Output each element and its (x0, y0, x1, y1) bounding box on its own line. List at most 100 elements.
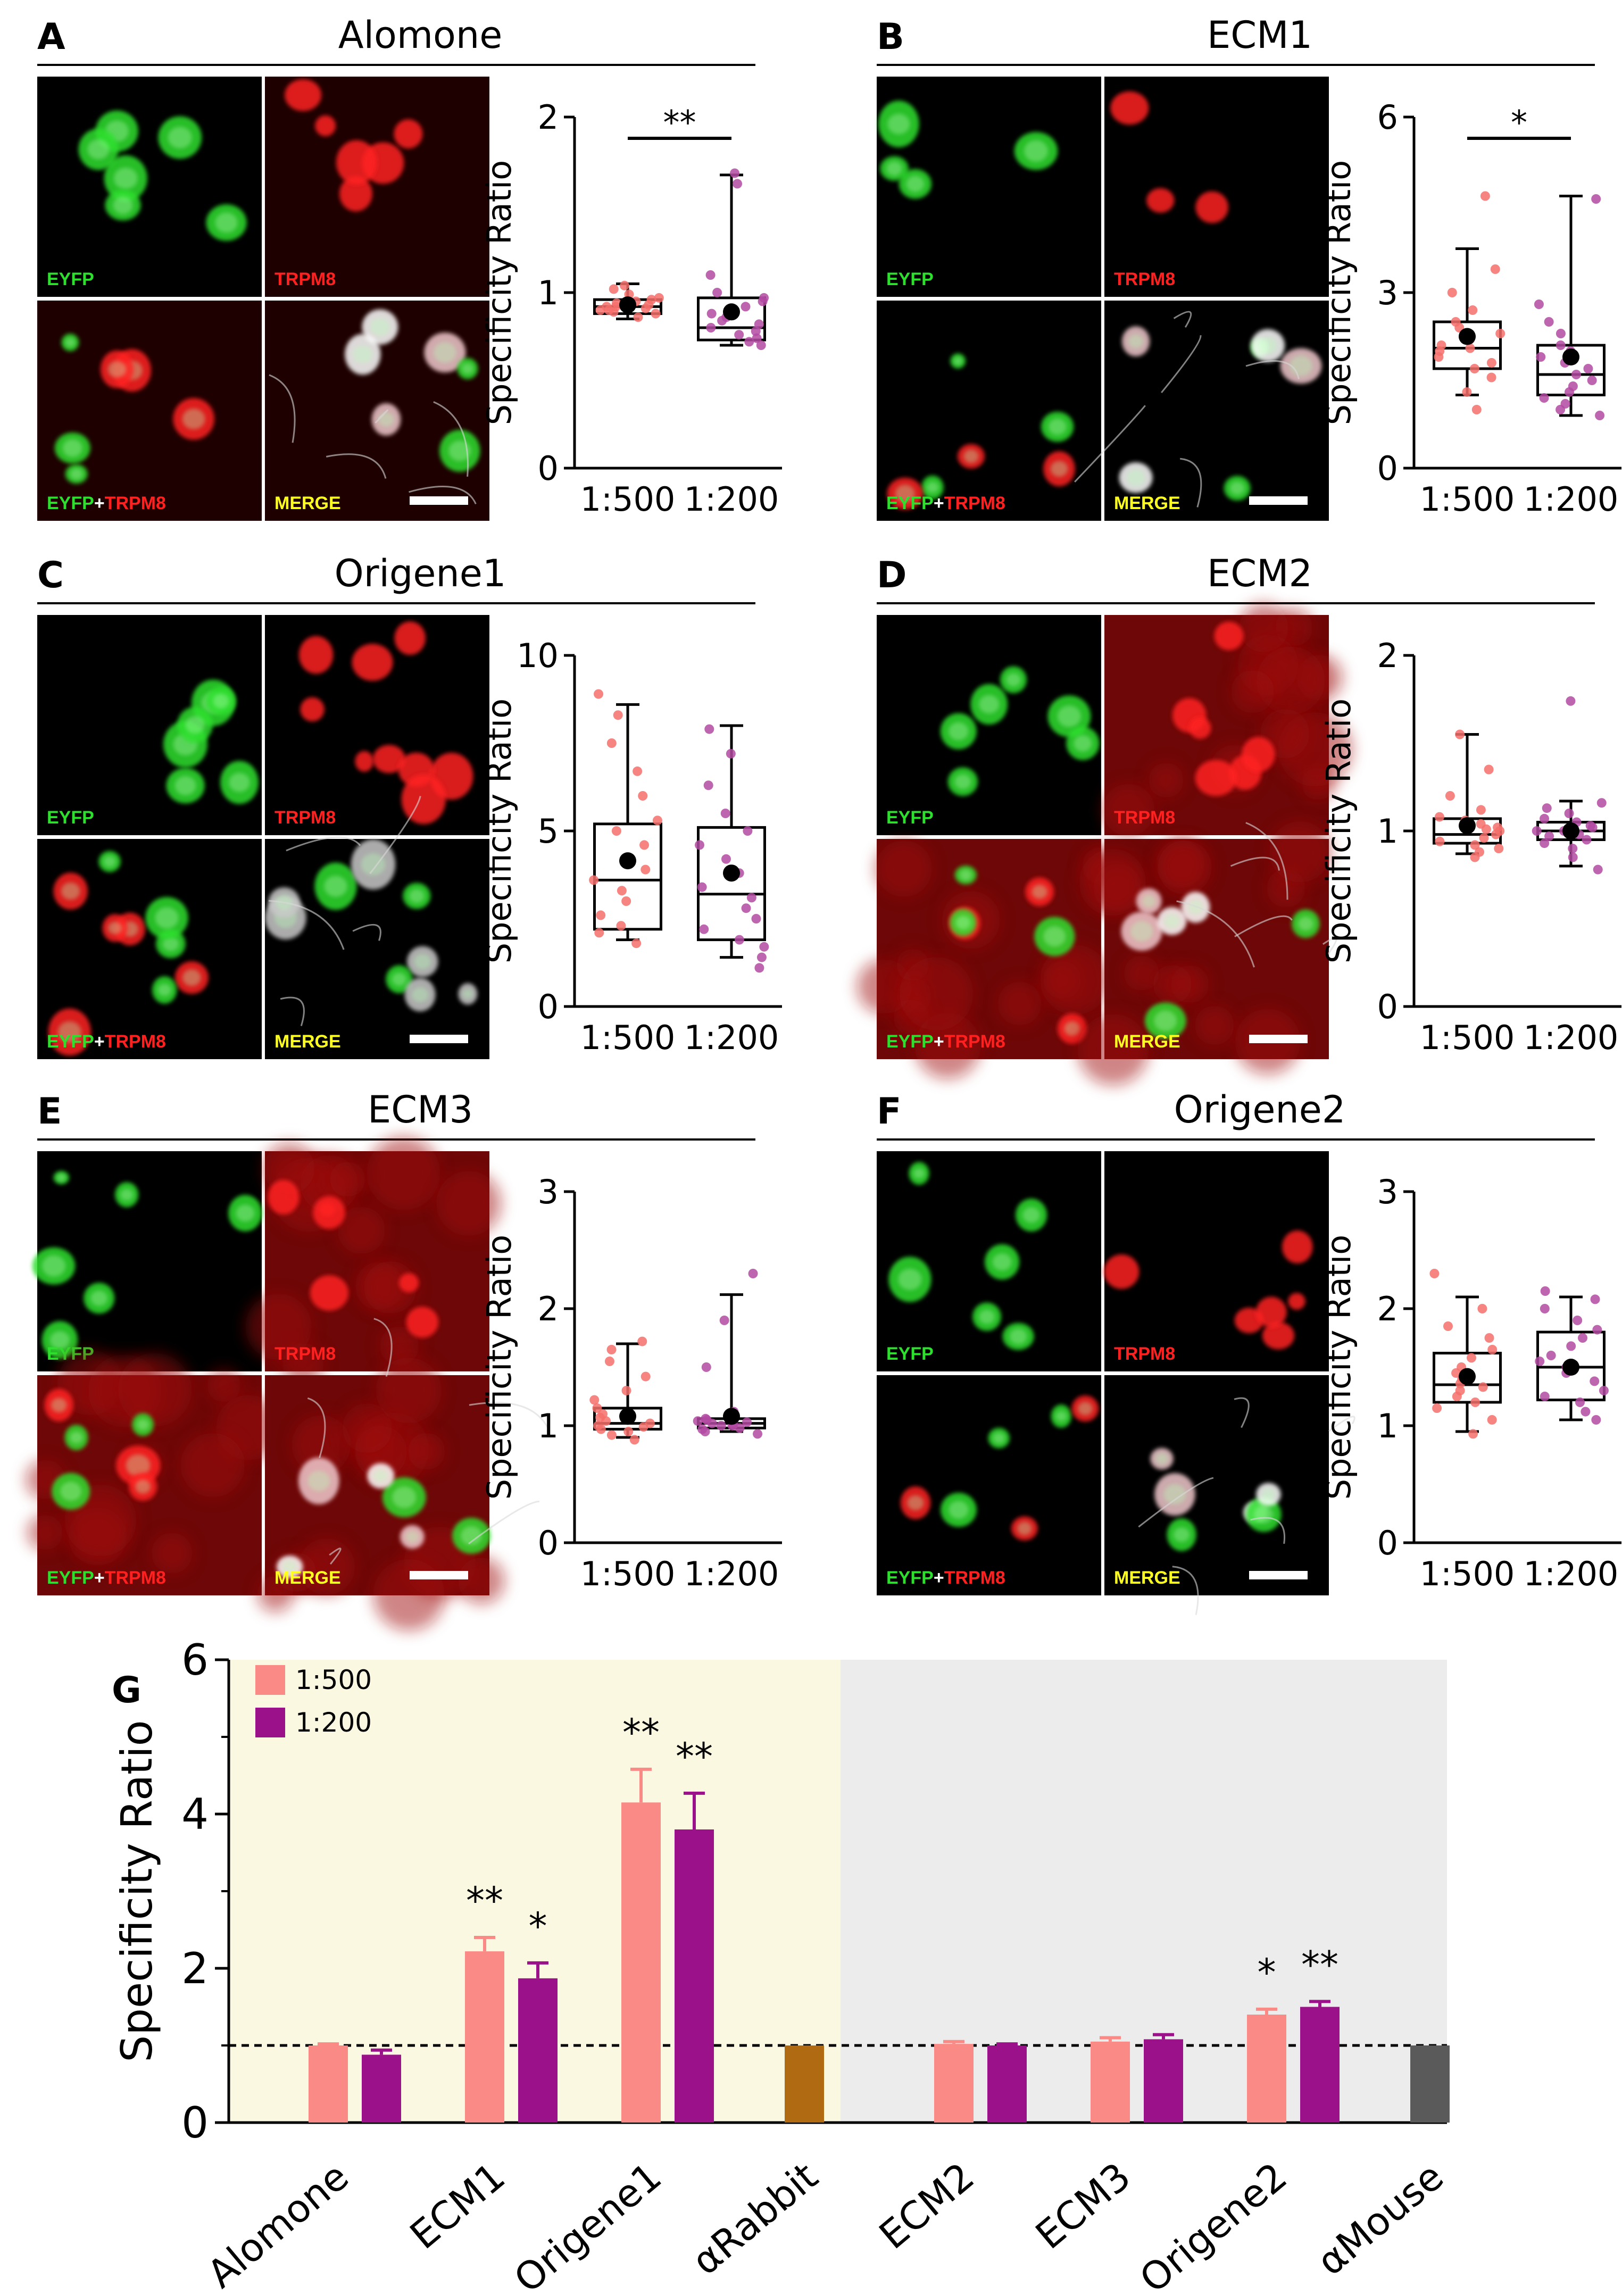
panel-title: Origene1 (335, 552, 506, 595)
data-point (617, 886, 627, 896)
micro-image (37, 77, 262, 297)
data-point (726, 748, 736, 759)
box-1:500 (589, 689, 662, 949)
x-tick-label: ECM3 (1027, 2154, 1139, 2258)
y-tick-label: 0 (1377, 1524, 1398, 1562)
cell-core (1074, 735, 1092, 752)
significance-label: * (1258, 1951, 1276, 1994)
background-haze (367, 1136, 440, 1210)
data-point (1495, 329, 1505, 338)
neurite (1234, 915, 1293, 937)
micro-label: EYFP+TRPM8 (886, 1031, 1005, 1052)
data-point (697, 882, 707, 892)
data-point (596, 910, 606, 920)
data-point (593, 1421, 603, 1430)
y-tick-label: 1 (1377, 1407, 1398, 1445)
x-tick-label: ECM2 (871, 2154, 983, 2258)
micro-label: TRPM8 (275, 1344, 336, 1364)
cell-blob (355, 751, 374, 772)
data-point (602, 302, 612, 312)
cell-core (1055, 1411, 1067, 1421)
panel-letter: G (112, 1669, 142, 1711)
data-point (743, 826, 753, 836)
data-point (646, 295, 656, 305)
y-tick-label: 0 (538, 449, 559, 488)
background-haze (1231, 670, 1275, 713)
cell-core (1130, 921, 1153, 942)
y-tick-label: 6 (1377, 98, 1398, 137)
neurite (269, 374, 296, 443)
cell-blob (336, 140, 377, 185)
cell-blob (1262, 1321, 1295, 1350)
box-1:500 (1429, 1269, 1502, 1439)
cell-core (1173, 1527, 1190, 1542)
background-haze (1077, 1014, 1149, 1085)
x-tick-label: 1:500 (1420, 1554, 1515, 1593)
cell-core (324, 876, 347, 897)
background-haze (1079, 848, 1146, 916)
cell-core (1258, 337, 1277, 354)
eyfp-channel: EYFP (32, 1151, 262, 1371)
eyfp-channel: EYFP (877, 1151, 1101, 1371)
data-point (612, 298, 622, 308)
scale-bar (1249, 496, 1308, 505)
cell-core (229, 772, 250, 792)
y-axis: 0 1 2 3 Specificity Ratio 1:500 1:200 (480, 1172, 782, 1593)
neurite (1074, 405, 1146, 483)
cell-core (960, 869, 972, 881)
cell-core (979, 695, 1000, 714)
data-point (704, 724, 714, 734)
y-tick-label: 4 (181, 1790, 209, 1839)
data-point (1493, 822, 1503, 833)
cell-core (213, 693, 230, 709)
neurite (1180, 457, 1202, 508)
data-point (1599, 1386, 1609, 1395)
bar-1:200 (1144, 2039, 1183, 2123)
box-iqr (697, 826, 766, 942)
mean-marker (1562, 1359, 1579, 1376)
data-point (1595, 411, 1605, 420)
cell-core (168, 127, 192, 149)
mean-marker (1459, 817, 1476, 835)
cell-blob (352, 644, 393, 681)
background-haze (245, 1294, 312, 1360)
cell-core (135, 1479, 151, 1494)
mean-marker (723, 864, 740, 882)
data-point (734, 330, 744, 340)
data-point (693, 1416, 703, 1426)
cell-core (954, 774, 971, 789)
neurite (1230, 856, 1280, 871)
cell-core (361, 853, 386, 876)
secondary-bar (785, 2045, 824, 2123)
data-point (619, 280, 629, 290)
data-point (1470, 1397, 1480, 1407)
data-point (1540, 1286, 1550, 1296)
data-point (606, 1345, 617, 1354)
box-1:200 (1534, 194, 1606, 420)
y-tick-label: 2 (538, 98, 559, 137)
legend: 1:500 1:200 (255, 1665, 372, 1738)
cell-core (282, 1560, 297, 1574)
y-tick-label: 5 (538, 812, 559, 851)
micro-label: EYFP+TRPM8 (886, 493, 1005, 513)
trpm8-channel: TRPM8 (245, 1136, 501, 1385)
cell-core (1154, 1010, 1177, 1031)
bar-1:500 (1091, 2041, 1130, 2123)
neurite (352, 924, 381, 941)
cell-core (949, 1501, 969, 1519)
cell-core (1187, 900, 1204, 915)
data-point (1540, 1304, 1550, 1313)
neurite (369, 796, 421, 875)
data-point (1591, 194, 1601, 204)
cell-blob (1195, 760, 1237, 796)
cell-core (1050, 461, 1068, 477)
data-point (754, 319, 764, 329)
cell-core (107, 361, 126, 378)
cell-blob (401, 774, 446, 825)
data-point (730, 168, 740, 178)
box-1:500 (1433, 729, 1505, 862)
legend-swatch (255, 1665, 285, 1695)
secondary-bar (1410, 2045, 1450, 2123)
eyfp-channel: EYFP (37, 615, 262, 835)
data-point (1556, 329, 1566, 338)
